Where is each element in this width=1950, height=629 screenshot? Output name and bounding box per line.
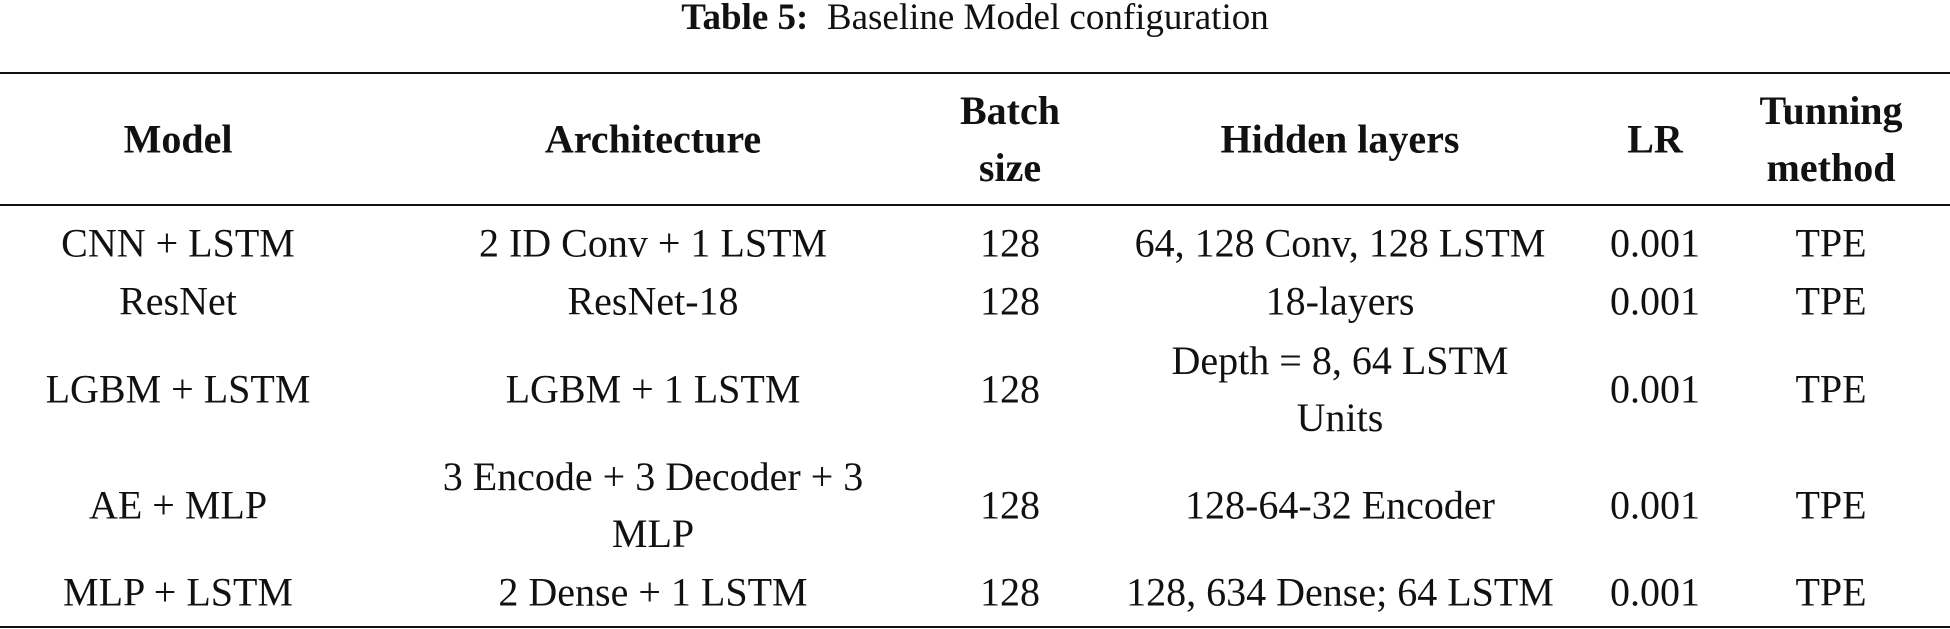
table-cell: TPE — [1795, 569, 1867, 615]
table-cell: 3 Encode + 3 Decoder + 3 MLP — [442, 454, 864, 556]
caption-text: Baseline Model configuration — [826, 0, 1269, 38]
header-cell: Architecture — [544, 116, 762, 162]
caption: Table 5: Baseline Model configuration — [0, 0, 1950, 36]
table-cell: 128 — [980, 482, 1040, 528]
header-cell: LR — [1627, 116, 1683, 162]
table-cell: LGBM + LSTM — [45, 366, 311, 412]
table-cell: 128 — [980, 366, 1040, 412]
table-cell: LGBM + 1 LSTM — [505, 366, 801, 412]
table-cell: 0.001 — [1610, 482, 1700, 528]
table-cell: 0.001 — [1610, 366, 1700, 412]
table-cell: 0.001 — [1610, 220, 1700, 266]
table-cell: 64, 128 Conv, 128 LSTM — [1134, 220, 1546, 266]
top-rule — [0, 72, 1950, 74]
header-rule — [0, 204, 1950, 206]
table-cell: 2 Dense + 1 LSTM — [498, 569, 808, 615]
table-cell: 128 — [980, 220, 1040, 266]
table-cell: ResNet-18 — [567, 278, 739, 324]
table-cell: TPE — [1795, 278, 1867, 324]
table-cell: Depth = 8, 64 LSTM Units — [1171, 338, 1509, 440]
header-cell: Tunning method — [1759, 88, 1903, 190]
bottom-rule — [0, 626, 1950, 628]
table-cell: 128, 634 Dense; 64 LSTM — [1126, 569, 1554, 615]
caption-label: Table 5: — [681, 0, 809, 38]
table-cell: TPE — [1795, 482, 1867, 528]
table-cell: ResNet — [119, 278, 237, 324]
header-cell: Batch size — [960, 88, 1060, 190]
table-cell: 18-layers — [1265, 278, 1415, 324]
table-cell: 128 — [980, 569, 1040, 615]
table-cell: CNN + LSTM — [61, 220, 295, 266]
table-cell: AE + MLP — [88, 482, 268, 528]
table-cell: TPE — [1795, 366, 1867, 412]
table-cell: 128-64-32 Encoder — [1185, 482, 1495, 528]
table-cell: 0.001 — [1610, 569, 1700, 615]
table-cell: MLP + LSTM — [63, 569, 293, 615]
table-cell: TPE — [1795, 220, 1867, 266]
header-cell: Model — [123, 116, 233, 162]
table-cell: 0.001 — [1610, 278, 1700, 324]
table-cell: 2 ID Conv + 1 LSTM — [478, 220, 828, 266]
table-cell: 128 — [980, 278, 1040, 324]
header-cell: Hidden layers — [1220, 116, 1460, 162]
